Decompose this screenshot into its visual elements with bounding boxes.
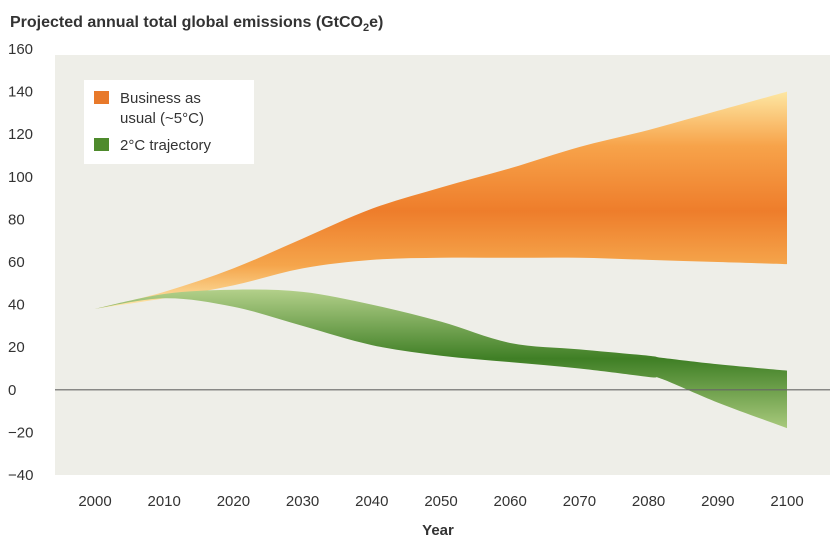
bau-band <box>95 91 787 309</box>
x-tick-label: 2030 <box>286 493 319 510</box>
x-tick-label: 2090 <box>701 493 734 510</box>
x-tick-label: 2060 <box>494 493 527 510</box>
x-tick-label: 2020 <box>217 493 250 510</box>
legend: Business as usual (~5°C) 2°C trajectory <box>84 80 254 164</box>
x-tick-label: 2050 <box>424 493 457 510</box>
y-tick-label: 20 <box>8 339 25 356</box>
chart-title-tail: e) <box>369 14 383 31</box>
legend-label-bau-line1: Business as <box>120 90 201 107</box>
y-tick-label: −40 <box>8 467 33 484</box>
x-tick-label: 2070 <box>563 493 596 510</box>
legend-label-bau-line2: usual (~5°C) <box>120 110 204 127</box>
legend-swatch-2c <box>94 138 109 151</box>
legend-label-2c: 2°C trajectory <box>120 137 212 154</box>
x-tick-label: 2100 <box>770 493 803 510</box>
y-tick-label: 60 <box>8 254 25 271</box>
y-tick-label: −20 <box>8 424 33 441</box>
y-tick-label: 160 <box>8 41 33 58</box>
x-tick-label: 2010 <box>148 493 181 510</box>
chart-title: Projected annual total global emissions … <box>10 14 383 34</box>
y-tick-label: 40 <box>8 297 25 314</box>
y-tick-label: 140 <box>8 84 33 101</box>
legend-label-bau: Business as usual (~5°C) <box>120 90 205 127</box>
y-tick-label: 0 <box>8 382 16 399</box>
legend-swatch-bau <box>94 91 109 104</box>
x-axis-label: Year <box>422 522 454 539</box>
two-degree-band <box>95 289 787 429</box>
series-areas <box>95 91 787 429</box>
y-tick-label: 100 <box>8 169 33 186</box>
y-tick-label: 120 <box>8 126 33 143</box>
x-axis-ticks: 2000 2010 2020 2030 2040 2050 2060 2070 2080 2090… <box>78 493 803 510</box>
x-tick-label: 2080 <box>632 493 665 510</box>
y-axis-ticks: 160 140 120 100 80 60 40 20 0 −20 −40 <box>8 41 33 484</box>
x-tick-label: 2040 <box>355 493 388 510</box>
x-tick-label: 2000 <box>78 493 111 510</box>
y-tick-label: 80 <box>8 211 25 228</box>
chart-title-main: Projected annual total global emissions … <box>10 14 363 31</box>
chart-title-subscript: 2 <box>363 22 369 34</box>
legend-box <box>84 80 254 164</box>
